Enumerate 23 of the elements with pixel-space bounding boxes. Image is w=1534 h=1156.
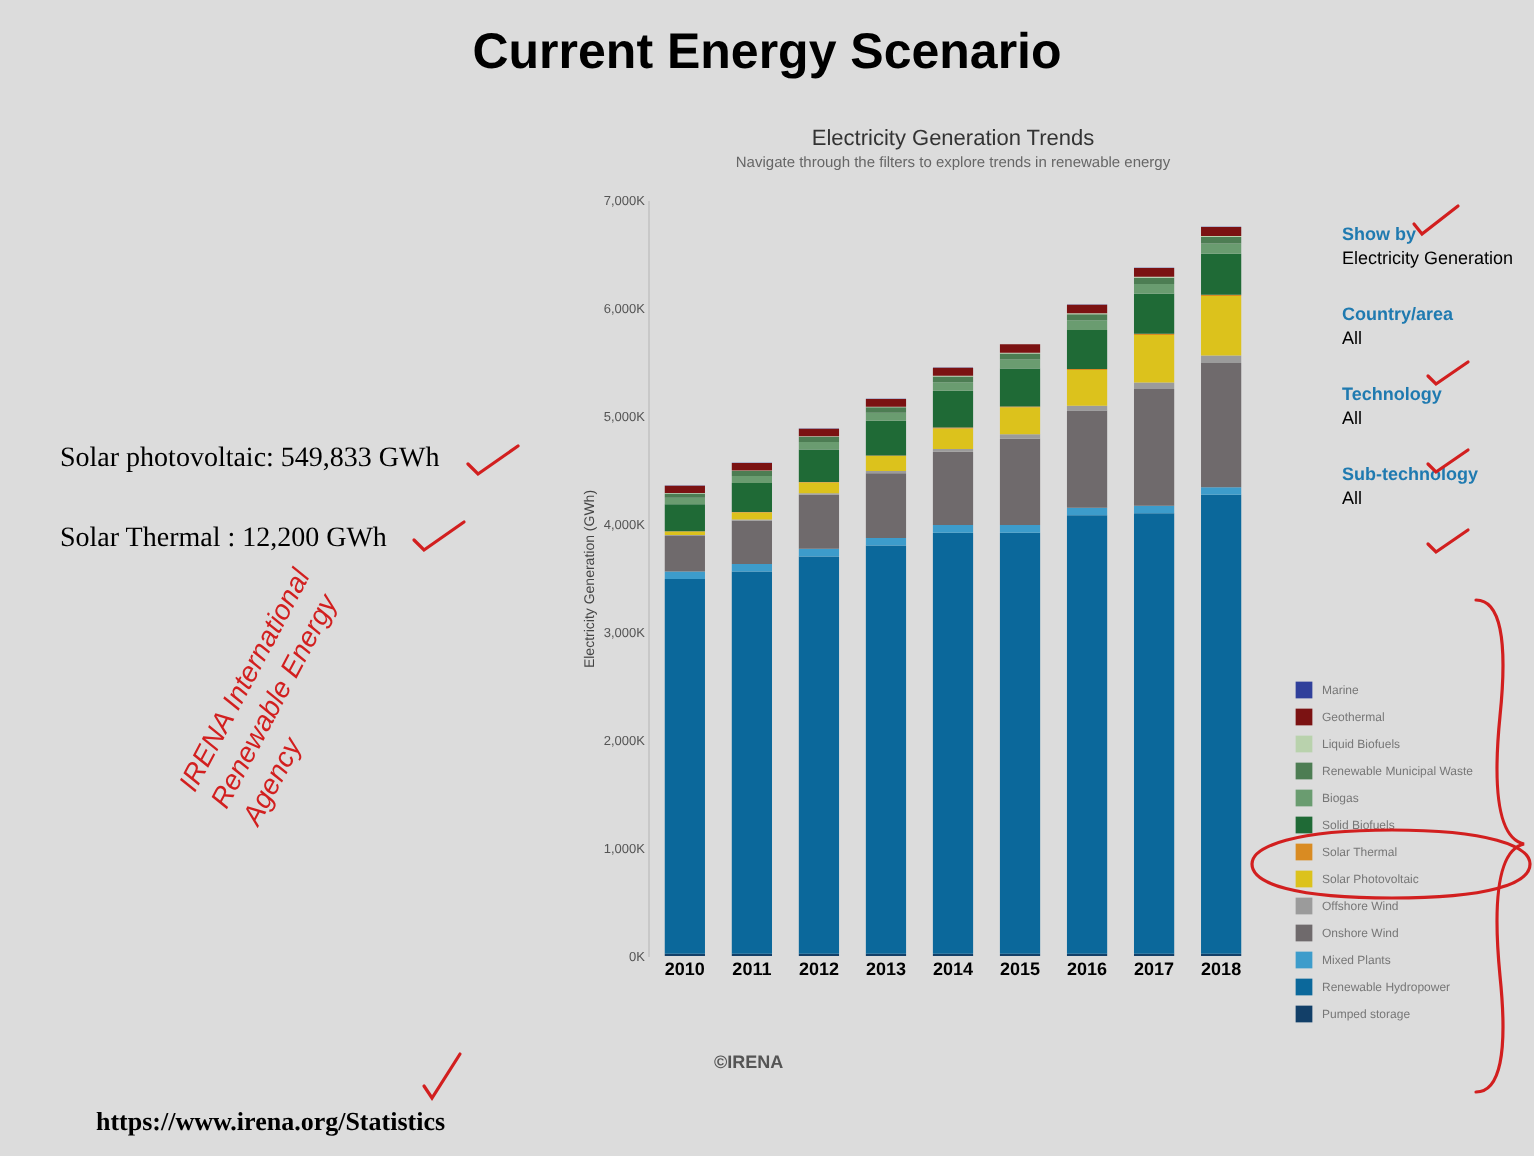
- x-tick-label: 2017: [1134, 959, 1175, 979]
- x-tick-label: 2011: [732, 959, 772, 979]
- text: Solar Thermal : 12,200 GWh: [60, 524, 387, 556]
- text: https://www.irena.org/Statistics: [96, 1106, 446, 1138]
- text: Sub-technology: [1342, 464, 1478, 484]
- chart-subtitle: Electricity Generation Trends: [811, 127, 1096, 151]
- x-tick-label: 2010: [664, 959, 705, 979]
- text: Show by: [1342, 224, 1417, 244]
- x-tick-label: 2013: [865, 959, 906, 979]
- text: All: [1342, 328, 1363, 348]
- text: ©IRENA: [714, 1052, 784, 1072]
- text: All: [1342, 408, 1363, 428]
- x-tick-label: 2018: [1201, 959, 1242, 979]
- text: Electricity Generation: [1342, 248, 1514, 268]
- text: Country/area: [1342, 304, 1454, 324]
- x-tick-label: 2014: [932, 959, 974, 979]
- text: Technology: [1342, 384, 1442, 404]
- text: All: [1342, 488, 1363, 508]
- x-tick-label: 2015: [1000, 959, 1041, 979]
- x-tick-label: 2012: [798, 959, 839, 979]
- text: Solar photovoltaic: 549,833 GWh: [60, 444, 440, 476]
- chart-title: Current Energy Scenario: [470, 24, 1064, 82]
- x-tick-label: 2016: [1067, 959, 1108, 979]
